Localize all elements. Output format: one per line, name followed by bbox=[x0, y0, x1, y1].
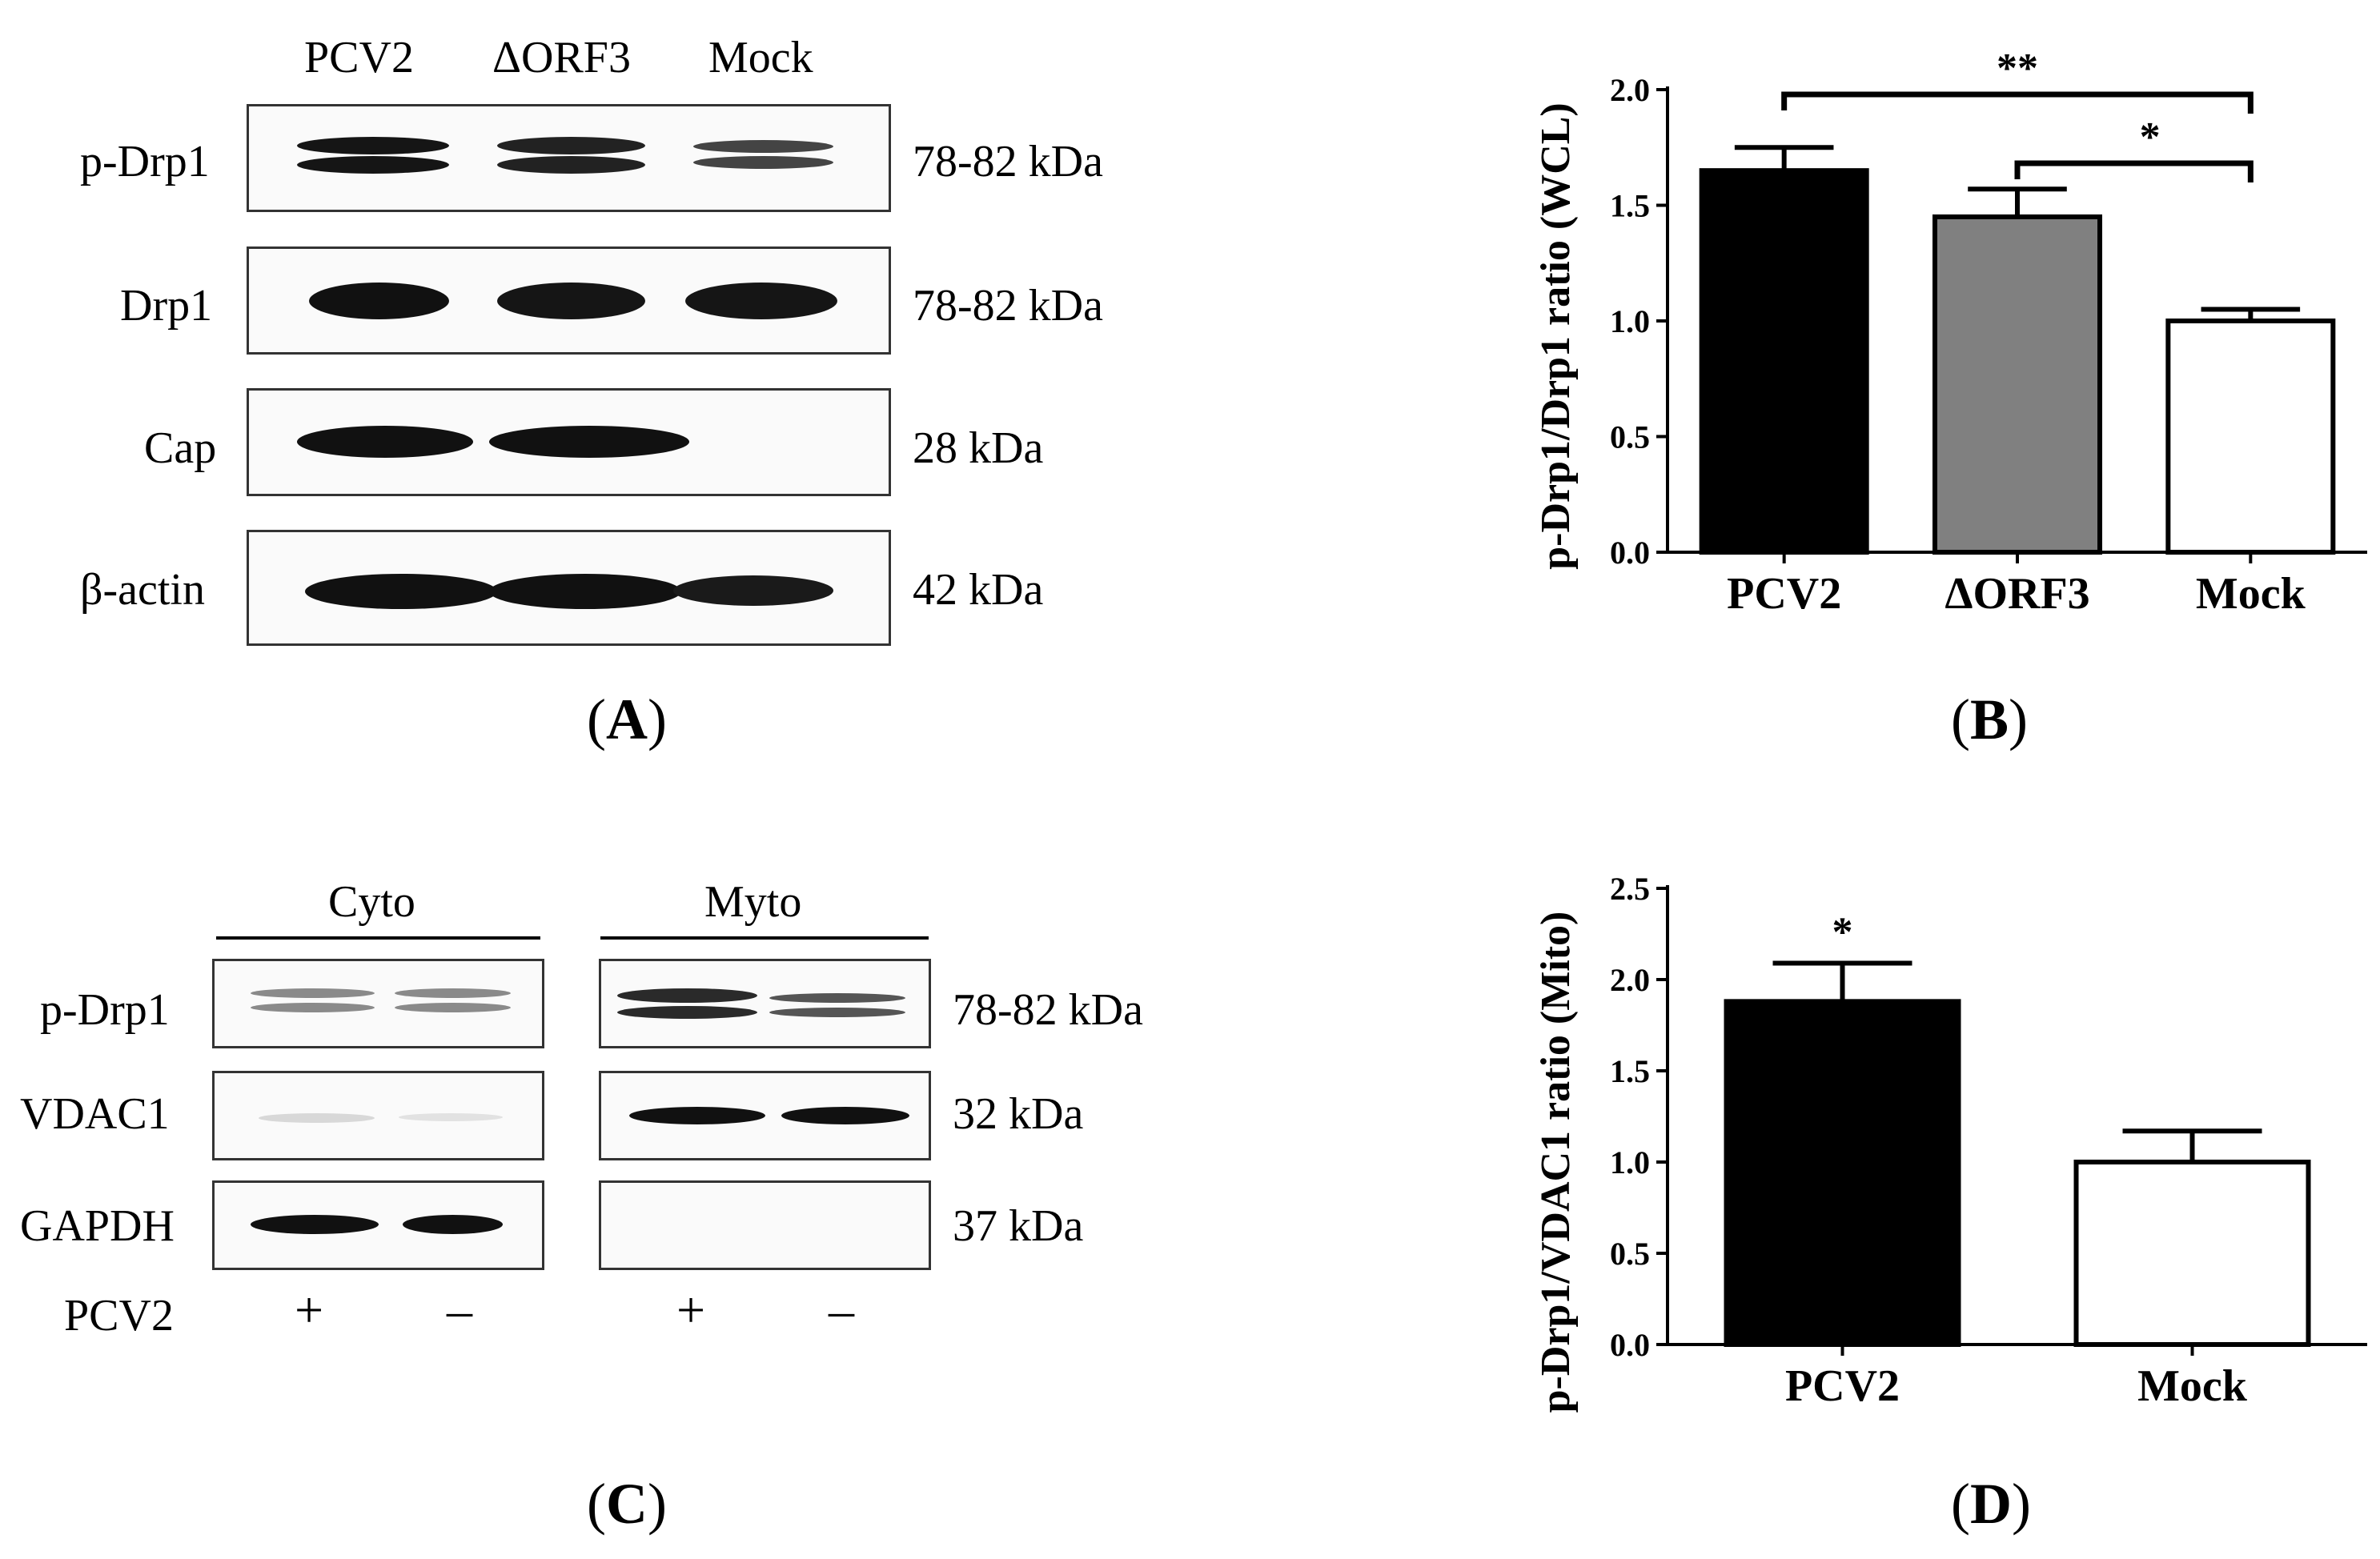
y-tick-label: 2.0 bbox=[1610, 72, 1650, 108]
y-tick-label: 1.0 bbox=[1610, 1144, 1650, 1180]
western-blot-beta-actin bbox=[247, 530, 891, 646]
panel-label-a: (A) bbox=[587, 687, 667, 751]
blot-row-label: β-actin bbox=[80, 565, 205, 615]
bar bbox=[2165, 319, 2336, 555]
treatment-sign: – bbox=[829, 1281, 854, 1338]
lane-label-pcv2: PCV2 bbox=[304, 33, 414, 82]
blot-size-label: 78-82 kDa bbox=[913, 281, 1103, 331]
bar bbox=[1699, 168, 1869, 555]
bar bbox=[1932, 214, 2102, 555]
y-tick-label: 1.5 bbox=[1610, 1053, 1650, 1089]
bar bbox=[2073, 1160, 2311, 1347]
y-tick-label: 0.0 bbox=[1610, 1327, 1650, 1363]
x-tick-label: ΔORF3 bbox=[1945, 569, 2089, 619]
y-tick-label: 2.5 bbox=[1610, 871, 1650, 907]
y-axis-label: p-Drp1/VDAC1 ratio (Mito) bbox=[1533, 912, 1579, 1413]
blot-row-label: p-Drp1 bbox=[80, 137, 210, 186]
significance-bracket bbox=[1781, 91, 2254, 114]
significance-star: * bbox=[2140, 114, 2161, 160]
y-tick-label: 0.5 bbox=[1610, 419, 1650, 455]
western-blot-drp1 bbox=[247, 246, 891, 355]
x-tick-label: Mock bbox=[2137, 1361, 2248, 1411]
lane-label-dorf3: ΔORF3 bbox=[492, 33, 631, 82]
blot-row-label: GAPDH bbox=[20, 1201, 175, 1251]
blot-size-label: 42 kDa bbox=[913, 565, 1044, 615]
lane-label-mock: Mock bbox=[708, 33, 813, 82]
chart-d: 0.0 0.5 1.0 1.5 2.0 2.5 PCV2 Mock * p-Drp1/VDAC1… bbox=[1533, 871, 2367, 1413]
panel-label-d: (D) bbox=[1951, 1472, 2031, 1536]
panel-label-b: (B) bbox=[1951, 687, 2028, 751]
significance-star: * bbox=[1832, 909, 1853, 955]
chart-d-plot: 0.0 0.5 1.0 1.5 2.0 2.5 PCV2 Mock * bbox=[1610, 871, 2367, 1411]
group-label-cyto: Cyto bbox=[328, 877, 415, 927]
significance-star: ** bbox=[1997, 46, 2038, 91]
blot-row-label: Cap bbox=[144, 423, 217, 473]
x-tick-label: Mock bbox=[2196, 569, 2306, 619]
group-line-cyto bbox=[216, 936, 540, 940]
western-blot-cyto-gapdh bbox=[212, 1180, 544, 1270]
treatment-label: PCV2 bbox=[64, 1291, 174, 1341]
y-tick-label: 1.0 bbox=[1610, 303, 1650, 339]
western-blot-myto-p-drp1 bbox=[599, 959, 931, 1048]
x-tick-label: PCV2 bbox=[1727, 569, 1841, 619]
blot-size-label: 78-82 kDa bbox=[953, 985, 1143, 1035]
panel-label-c: (C) bbox=[587, 1472, 667, 1536]
western-blot-myto-vdac1 bbox=[599, 1071, 931, 1160]
group-line-myto bbox=[600, 936, 929, 940]
y-tick-label: 0.0 bbox=[1610, 535, 1650, 571]
y-axis-label: p-Drp1/Drp1 ratio (WCL) bbox=[1533, 102, 1579, 570]
panel-a: PCV2 ΔORF3 Mock p-Drp1 78-82 kDa Drp1 78… bbox=[0, 0, 1185, 768]
blot-row-label: VDAC1 bbox=[20, 1089, 170, 1139]
significance-bracket bbox=[2014, 160, 2254, 182]
blot-row-label: Drp1 bbox=[120, 281, 213, 331]
x-tick-label: PCV2 bbox=[1785, 1361, 1900, 1411]
panel-c: Cyto Myto p-Drp1 78-82 kDa VDAC1 32 kDa … bbox=[0, 848, 1185, 1559]
western-blot-cyto-p-drp1 bbox=[212, 959, 544, 1048]
western-blot-myto-gapdh bbox=[599, 1180, 931, 1270]
y-tick-label: 0.5 bbox=[1610, 1236, 1650, 1272]
western-blot-p-drp1 bbox=[247, 104, 891, 212]
western-blot-cyto-vdac1 bbox=[212, 1071, 544, 1160]
bar bbox=[1724, 999, 1961, 1348]
blot-size-label: 78-82 kDa bbox=[913, 137, 1103, 186]
blot-row-label: p-Drp1 bbox=[40, 985, 170, 1035]
treatment-sign: – bbox=[447, 1281, 472, 1338]
treatment-sign: + bbox=[295, 1281, 324, 1338]
y-tick-label: 2.0 bbox=[1610, 962, 1650, 998]
y-tick-label: 1.5 bbox=[1610, 188, 1650, 224]
treatment-sign: + bbox=[676, 1281, 706, 1338]
western-blot-cap bbox=[247, 388, 891, 496]
blot-size-label: 28 kDa bbox=[913, 423, 1044, 473]
blot-size-label: 37 kDa bbox=[953, 1201, 1084, 1251]
blot-size-label: 32 kDa bbox=[953, 1089, 1084, 1139]
group-label-myto: Myto bbox=[704, 877, 802, 927]
